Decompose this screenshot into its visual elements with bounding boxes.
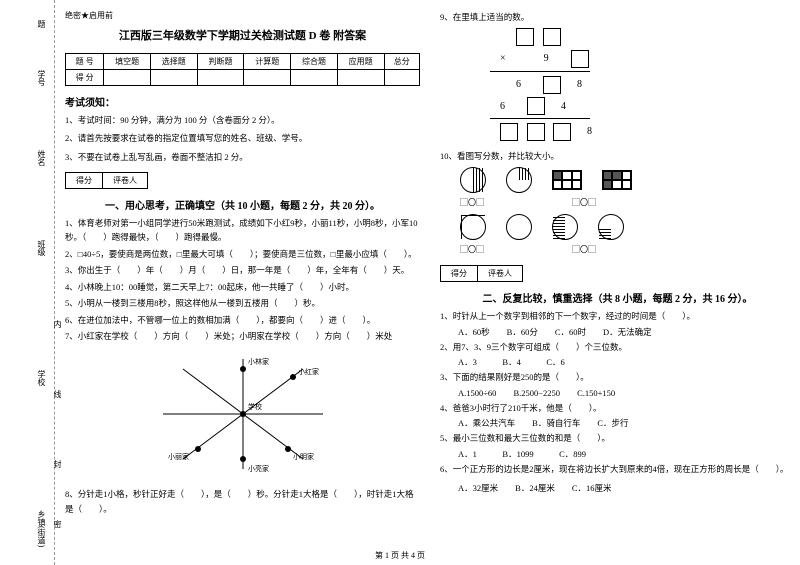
mc6-q: 6、一个正方形的边长是2厘米，现在将边长扩大到原来的4倍，现在正方形的周长是（ … <box>440 462 795 476</box>
notice-1: 1、考试时间：90 分钟，满分为 100 分（含卷面分 2 分）。 <box>65 113 420 128</box>
q3: 3、你出生于（ ）年（ ）月（ ）日，那一年是（ ）年，全年有（ ）天。 <box>65 263 420 277</box>
mult-r5: 8 <box>500 122 795 141</box>
mc5-opts: A．1 B．1099 C．899 <box>440 448 795 460</box>
page-content: 绝密★启用前 江西版三年级数学下学期过关检测试题 D 卷 附答案 题 号 填空题… <box>65 10 795 518</box>
th-3: 判断题 <box>197 54 244 70</box>
th-7: 总分 <box>384 54 419 70</box>
q6: 6、在进位加法中，不管哪一位上的数相加满（ ），都要向（ ）进（ ）。 <box>65 313 420 327</box>
q10: 10、看图写分数，并比较大小。 <box>440 149 795 163</box>
bind-hint-1: 线 <box>52 390 63 398</box>
q1: 1、体育老师对第一小组同学进行50米跑测试，成绩如下小红9秒，小丽11秒，小明8… <box>65 216 420 245</box>
mult-hr2 <box>490 118 590 119</box>
th-1: 填空题 <box>104 54 151 70</box>
compass-n: 小林家 <box>248 357 269 366</box>
svg-text:小明家: 小明家 <box>293 452 314 461</box>
q9: 9、在里填上适当的数。 <box>440 10 795 24</box>
svg-text:小丽家: 小丽家 <box>168 452 189 461</box>
bind-hint-0: 内 <box>52 320 63 328</box>
bind-hint-3: 密 <box>52 520 63 528</box>
th-6: 应用题 <box>337 54 384 70</box>
mc2-q: 2、用7、3、9三个数字可组成（ ）个三位数。 <box>440 340 795 354</box>
circle-2 <box>506 167 532 193</box>
section2-title: 二、反复比较，慎重选择（共 8 小题，每题 2 分，共 16 分）。 <box>440 290 795 305</box>
binding-edge: 题 学号 姓名 班级 学校 乡镇(街道) 内 线 封 密 <box>0 0 55 565</box>
page-footer: 第 1 页 共 4 页 <box>0 550 800 561</box>
svg-text:小红家: 小红家 <box>298 367 319 376</box>
th-2: 选择题 <box>150 54 197 70</box>
mult-r1 <box>500 27 795 46</box>
mult-r2: × 9 <box>500 49 795 68</box>
mult-r4: 6 4 <box>500 97 795 116</box>
mc3-opts: A.1500÷60 B.2500−2250 C.150+150 <box>440 387 795 399</box>
notice-2: 2、请首先按要求在试卷的指定位置填写您的姓名、班级、学号。 <box>65 131 420 146</box>
mc3-q: 3、下面的结果刚好是250的是（ ）。 <box>440 370 795 384</box>
frac-row-2 <box>460 214 795 240</box>
mc4-opts: A．乘公共汽车 B．骑自行车 C．步行 <box>440 417 795 429</box>
mult-r3: 6 8 <box>500 75 795 94</box>
bind-lbl-0: 题 <box>36 20 47 28</box>
th-4: 计算题 <box>244 54 291 70</box>
score-row-2: 得分 评卷人 <box>440 265 523 282</box>
right-column: 9、在里填上适当的数。 × 9 6 8 6 4 8 10、看图写分数，并比较大小… <box>440 10 795 518</box>
compass-diagram: 小林家 小红家 小明家 小亮家 小丽家 学校 <box>65 349 420 481</box>
score-row-1: 得分 评卷人 <box>65 172 148 189</box>
bind-lbl-2: 姓名 <box>36 150 47 166</box>
frac-row-1 <box>460 167 795 193</box>
q7: 7、小红家在学校（ ）方向（ ）米处；小明家在学校（ ）方向（ ）米处 <box>65 329 420 343</box>
th-0: 题 号 <box>66 54 104 70</box>
circle-4 <box>506 214 532 240</box>
compare-2: ▢〇▢ ▢〇▢ <box>460 244 795 255</box>
circle-1 <box>460 167 486 193</box>
svg-text:学校: 学校 <box>248 402 262 411</box>
q8: 8、分针走1小格，秒针正好走（ ），是（ ）秒。分针走1大格是（ ），时针走1大… <box>65 487 420 516</box>
tr-0: 得 分 <box>66 70 104 86</box>
score-table: 题 号 填空题 选择题 判断题 计算题 综合题 应用题 总分 得 分 <box>65 53 420 86</box>
bind-lbl-4: 学校 <box>36 370 47 386</box>
scorerow-a: 得分 <box>66 173 103 188</box>
mc5-q: 5、最小三位数和最大三位数的和是（ ）。 <box>440 431 795 445</box>
secret-label: 绝密★启用前 <box>65 10 420 21</box>
q4: 4、小林晚上10：00睡觉，第二天早上7：00起床，他一共睡了（ ）小时。 <box>65 280 420 294</box>
circle-5 <box>552 214 578 240</box>
th-5: 综合题 <box>291 54 338 70</box>
section1-title: 一、用心思考，正确填空（共 10 小题，每题 2 分，共 20 分）。 <box>65 197 420 212</box>
scorerow-b: 评卷人 <box>103 173 147 188</box>
q5: 5、小明从一楼到三楼用8秒，照这样他从一楼到五楼用（ ）秒。 <box>65 296 420 310</box>
bind-hint-2: 封 <box>52 460 63 468</box>
tr-1 <box>104 70 151 86</box>
notice-3: 3、不要在试卷上乱写乱画，卷面不整洁扣 2 分。 <box>65 150 420 165</box>
compare-1: ▢〇▢ ▢〇▢ <box>460 197 795 208</box>
grid-1 <box>552 170 582 190</box>
bind-lbl-1: 学号 <box>36 70 47 86</box>
mc1-q: 1、时针从上一个数字到相邻的下一个数字，经过的时间是（ ）。 <box>440 309 795 323</box>
mc6-opts: A．32厘米 B．24厘米 C．16厘米 <box>440 482 795 494</box>
mult-hr1 <box>490 71 590 72</box>
circle-6 <box>598 214 624 240</box>
mc2-opts: A．3 B．4 C．6 <box>440 356 795 368</box>
circle-3 <box>460 214 486 240</box>
bind-lbl-5: 乡镇(街道) <box>36 510 47 547</box>
q2: 2、□40÷5，要使商是两位数，□里最大可填（ ）；要使商是三位数，□里最小应填… <box>65 247 420 261</box>
grid-2 <box>602 170 632 190</box>
bind-lbl-3: 班级 <box>36 240 47 256</box>
compass-svg: 小林家 小红家 小明家 小亮家 小丽家 学校 <box>143 349 343 479</box>
notice-heading: 考试须知： <box>65 94 420 109</box>
mc4-q: 4、爸爸3小时行了210千米，他是（ ）。 <box>440 401 795 415</box>
svg-text:小亮家: 小亮家 <box>248 464 269 473</box>
exam-title: 江西版三年级数学下学期过关检测试题 D 卷 附答案 <box>65 27 420 43</box>
left-column: 绝密★启用前 江西版三年级数学下学期过关检测试题 D 卷 附答案 题 号 填空题… <box>65 10 420 518</box>
mc1-opts: A．60秒 B．60分 C．60时 D．无法确定 <box>440 326 795 338</box>
